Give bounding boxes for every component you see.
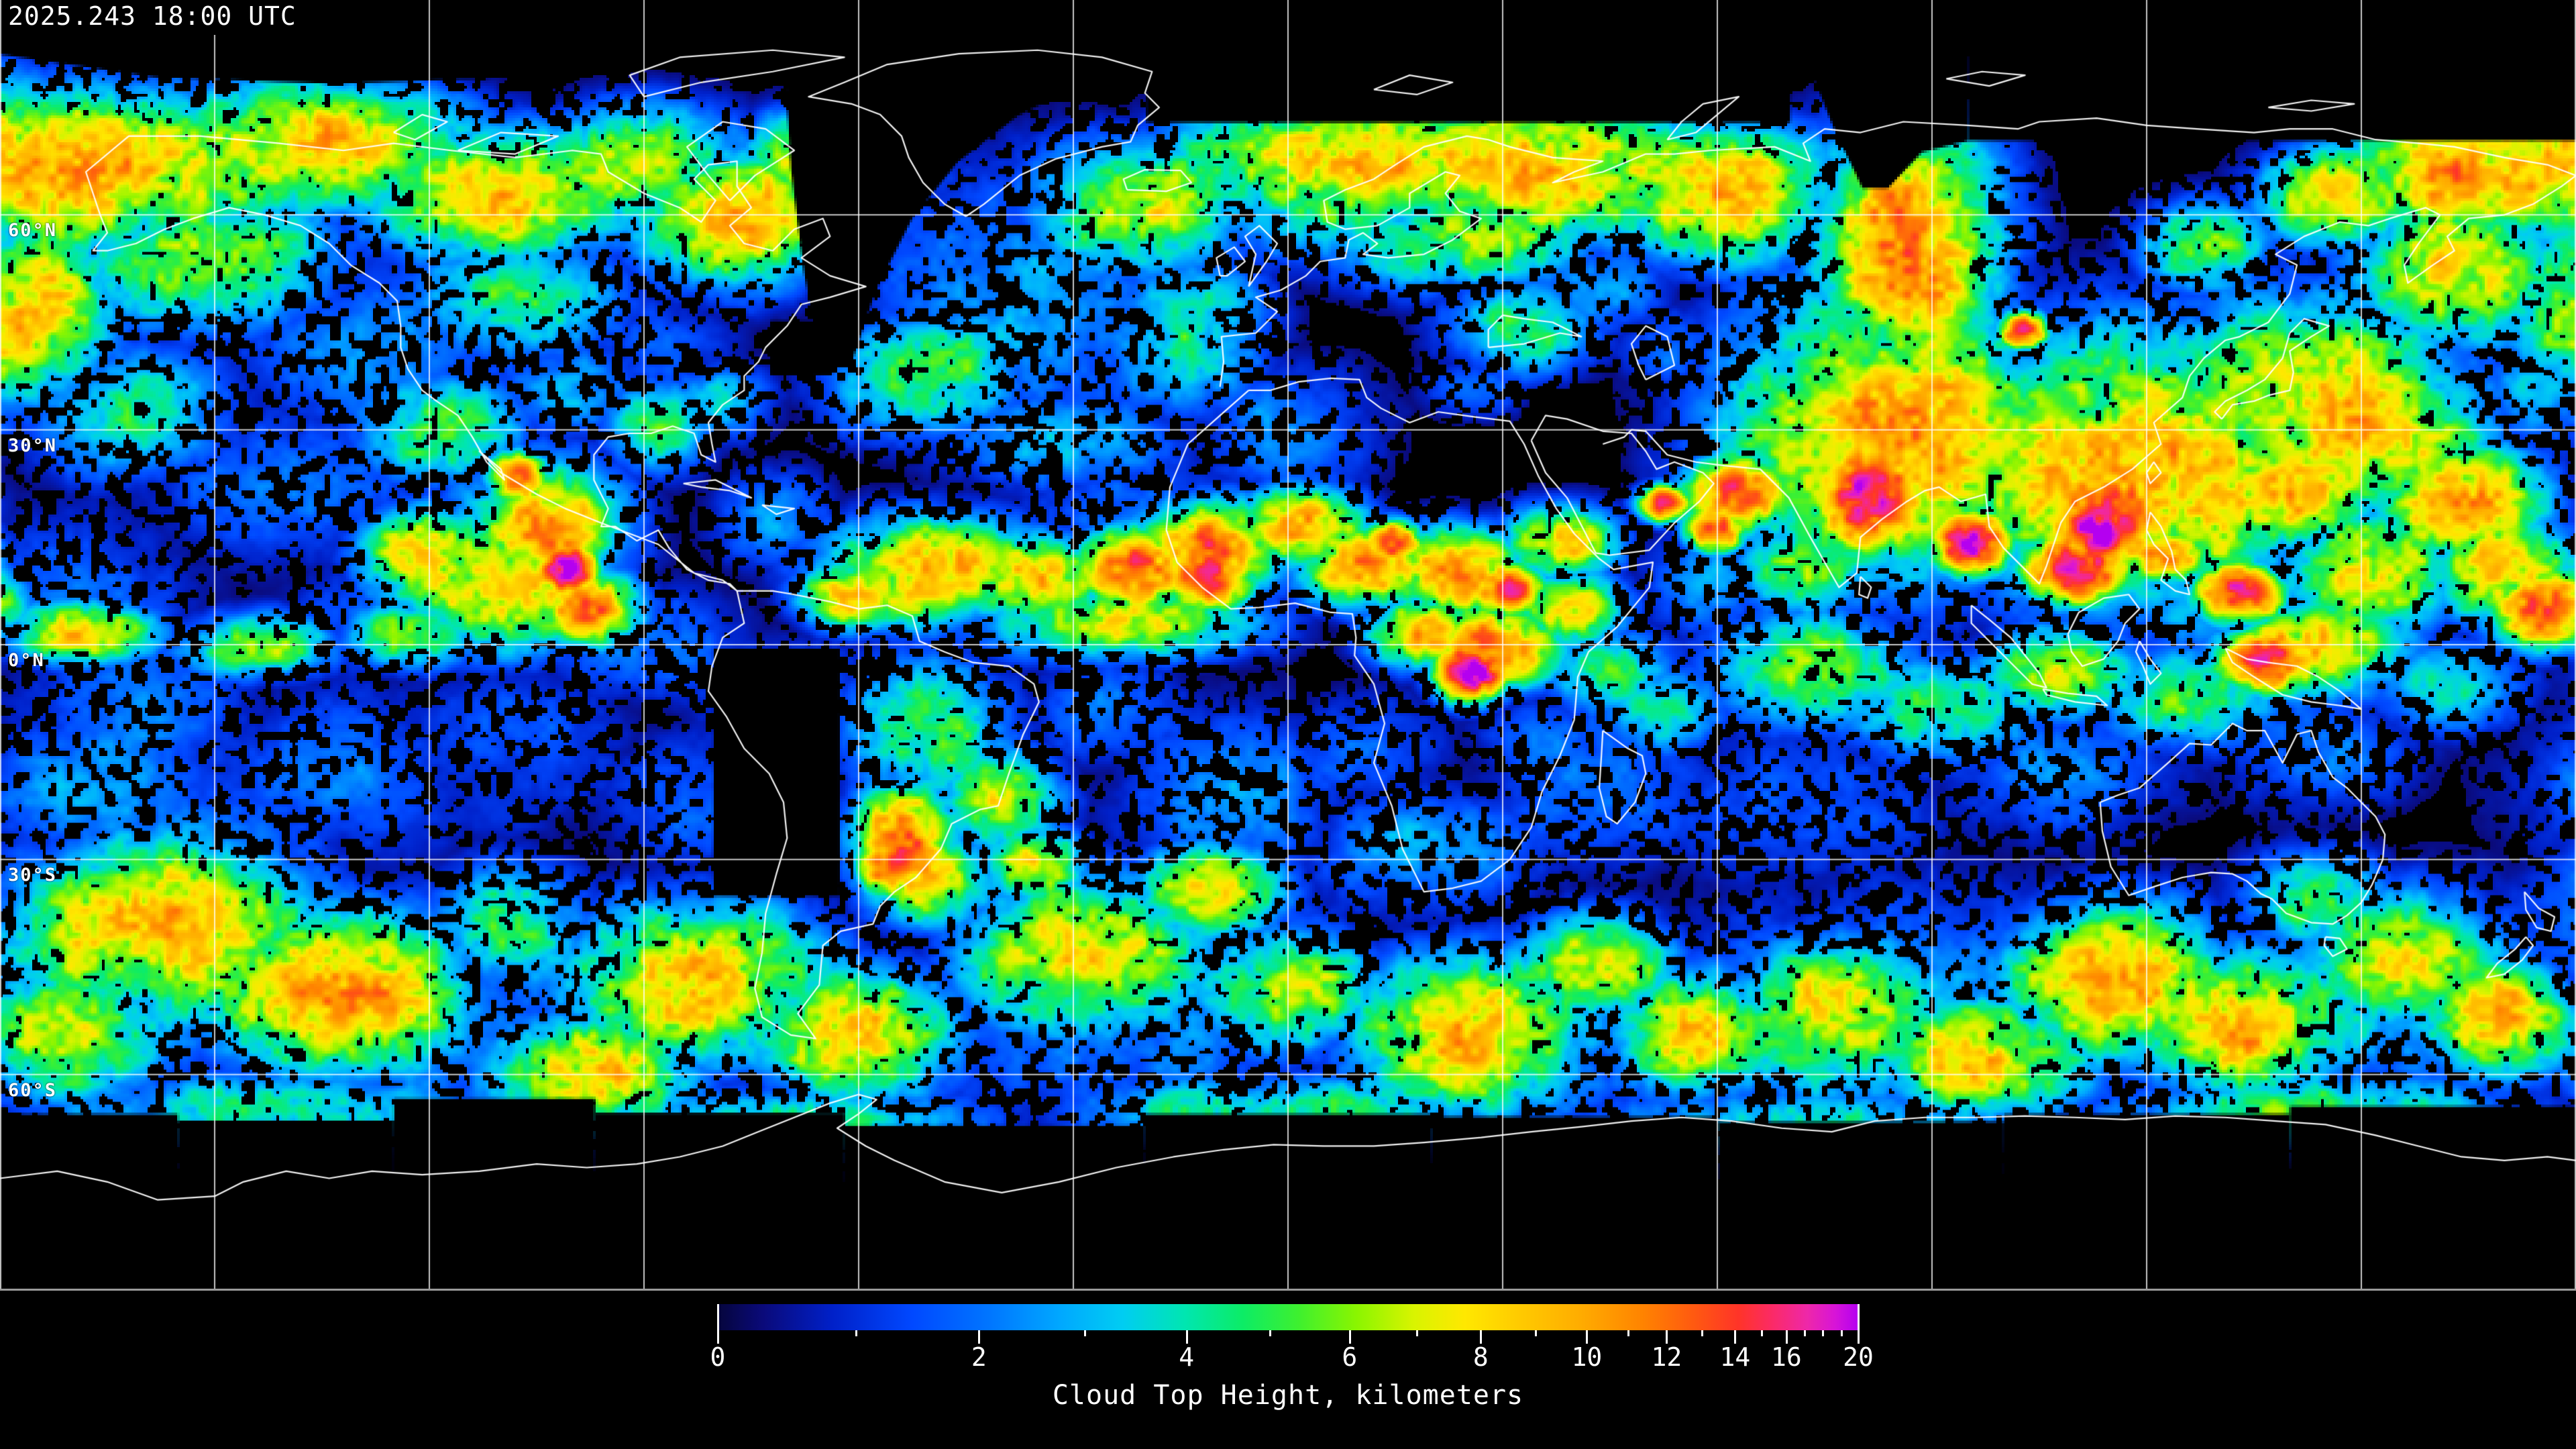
- colorbar-minor-tick: [1416, 1330, 1419, 1336]
- colorbar-tick-label: 0: [710, 1342, 726, 1372]
- latitude-label: 0°N: [8, 650, 45, 671]
- colorbar-minor-tick: [1804, 1330, 1807, 1336]
- colorbar-gradient: [718, 1304, 1858, 1330]
- map-bottom-frame: [0, 1289, 2576, 1291]
- colorbar-tick: [1586, 1330, 1589, 1344]
- latitude-label: 60°S: [8, 1079, 58, 1101]
- colorbar-minor-tick: [1840, 1330, 1843, 1336]
- colorbar-tick: [1734, 1330, 1737, 1344]
- colorbar-minor-tick: [1822, 1330, 1825, 1336]
- colorbar-tick-label: 12: [1651, 1342, 1682, 1372]
- colorbar-tick-label: 4: [1179, 1342, 1195, 1372]
- colorbar-tick-label: 6: [1342, 1342, 1358, 1372]
- colorbar-minor-tick: [855, 1330, 857, 1336]
- colorbar-tick: [717, 1304, 719, 1344]
- colorbar-minor-tick: [1084, 1330, 1087, 1336]
- colorbar-tick: [1785, 1330, 1788, 1344]
- colorbar-tick-label: 20: [1843, 1342, 1874, 1372]
- colorbar-minor-tick: [1627, 1330, 1629, 1336]
- colorbar-tick: [1348, 1330, 1351, 1344]
- colorbar-tick: [1480, 1330, 1483, 1344]
- latitude-label: 60°N: [8, 220, 58, 241]
- colorbar-tick: [1185, 1330, 1188, 1344]
- colorbar-tick-label: 8: [1472, 1342, 1489, 1372]
- coastline-grid-overlay: [0, 0, 2576, 1291]
- colorbar-tick: [1666, 1330, 1668, 1344]
- colorbar-minor-tick: [1269, 1330, 1271, 1336]
- colorbar-tick-label: 2: [971, 1342, 987, 1372]
- colorbar-tick-label: 10: [1571, 1342, 1603, 1372]
- colorbar-legend: 0 2 4 6 8 10 12 14 16 20 Cloud Top Height, kilome…: [0, 1291, 2576, 1449]
- latitude-label: 30°N: [8, 435, 58, 456]
- timestamp-label: 2025.243 18:00 UTC: [4, 0, 306, 35]
- colorbar-tick-label: 16: [1771, 1342, 1802, 1372]
- colorbar-tick: [1858, 1304, 1860, 1344]
- colorbar-minor-tick: [1760, 1330, 1763, 1336]
- colorbar-minor-tick: [1701, 1330, 1704, 1336]
- world-map: 2025.243 18:00 UTC 60°N 30°N 0°N 30°S 60°S: [0, 0, 2576, 1291]
- colorbar-minor-tick: [1534, 1330, 1537, 1336]
- colorbar-tick-label: 14: [1719, 1342, 1751, 1372]
- latitude-label: 30°S: [8, 865, 58, 886]
- colorbar-title: Cloud Top Height, kilometers: [1052, 1380, 1524, 1411]
- colorbar-tick: [978, 1330, 981, 1344]
